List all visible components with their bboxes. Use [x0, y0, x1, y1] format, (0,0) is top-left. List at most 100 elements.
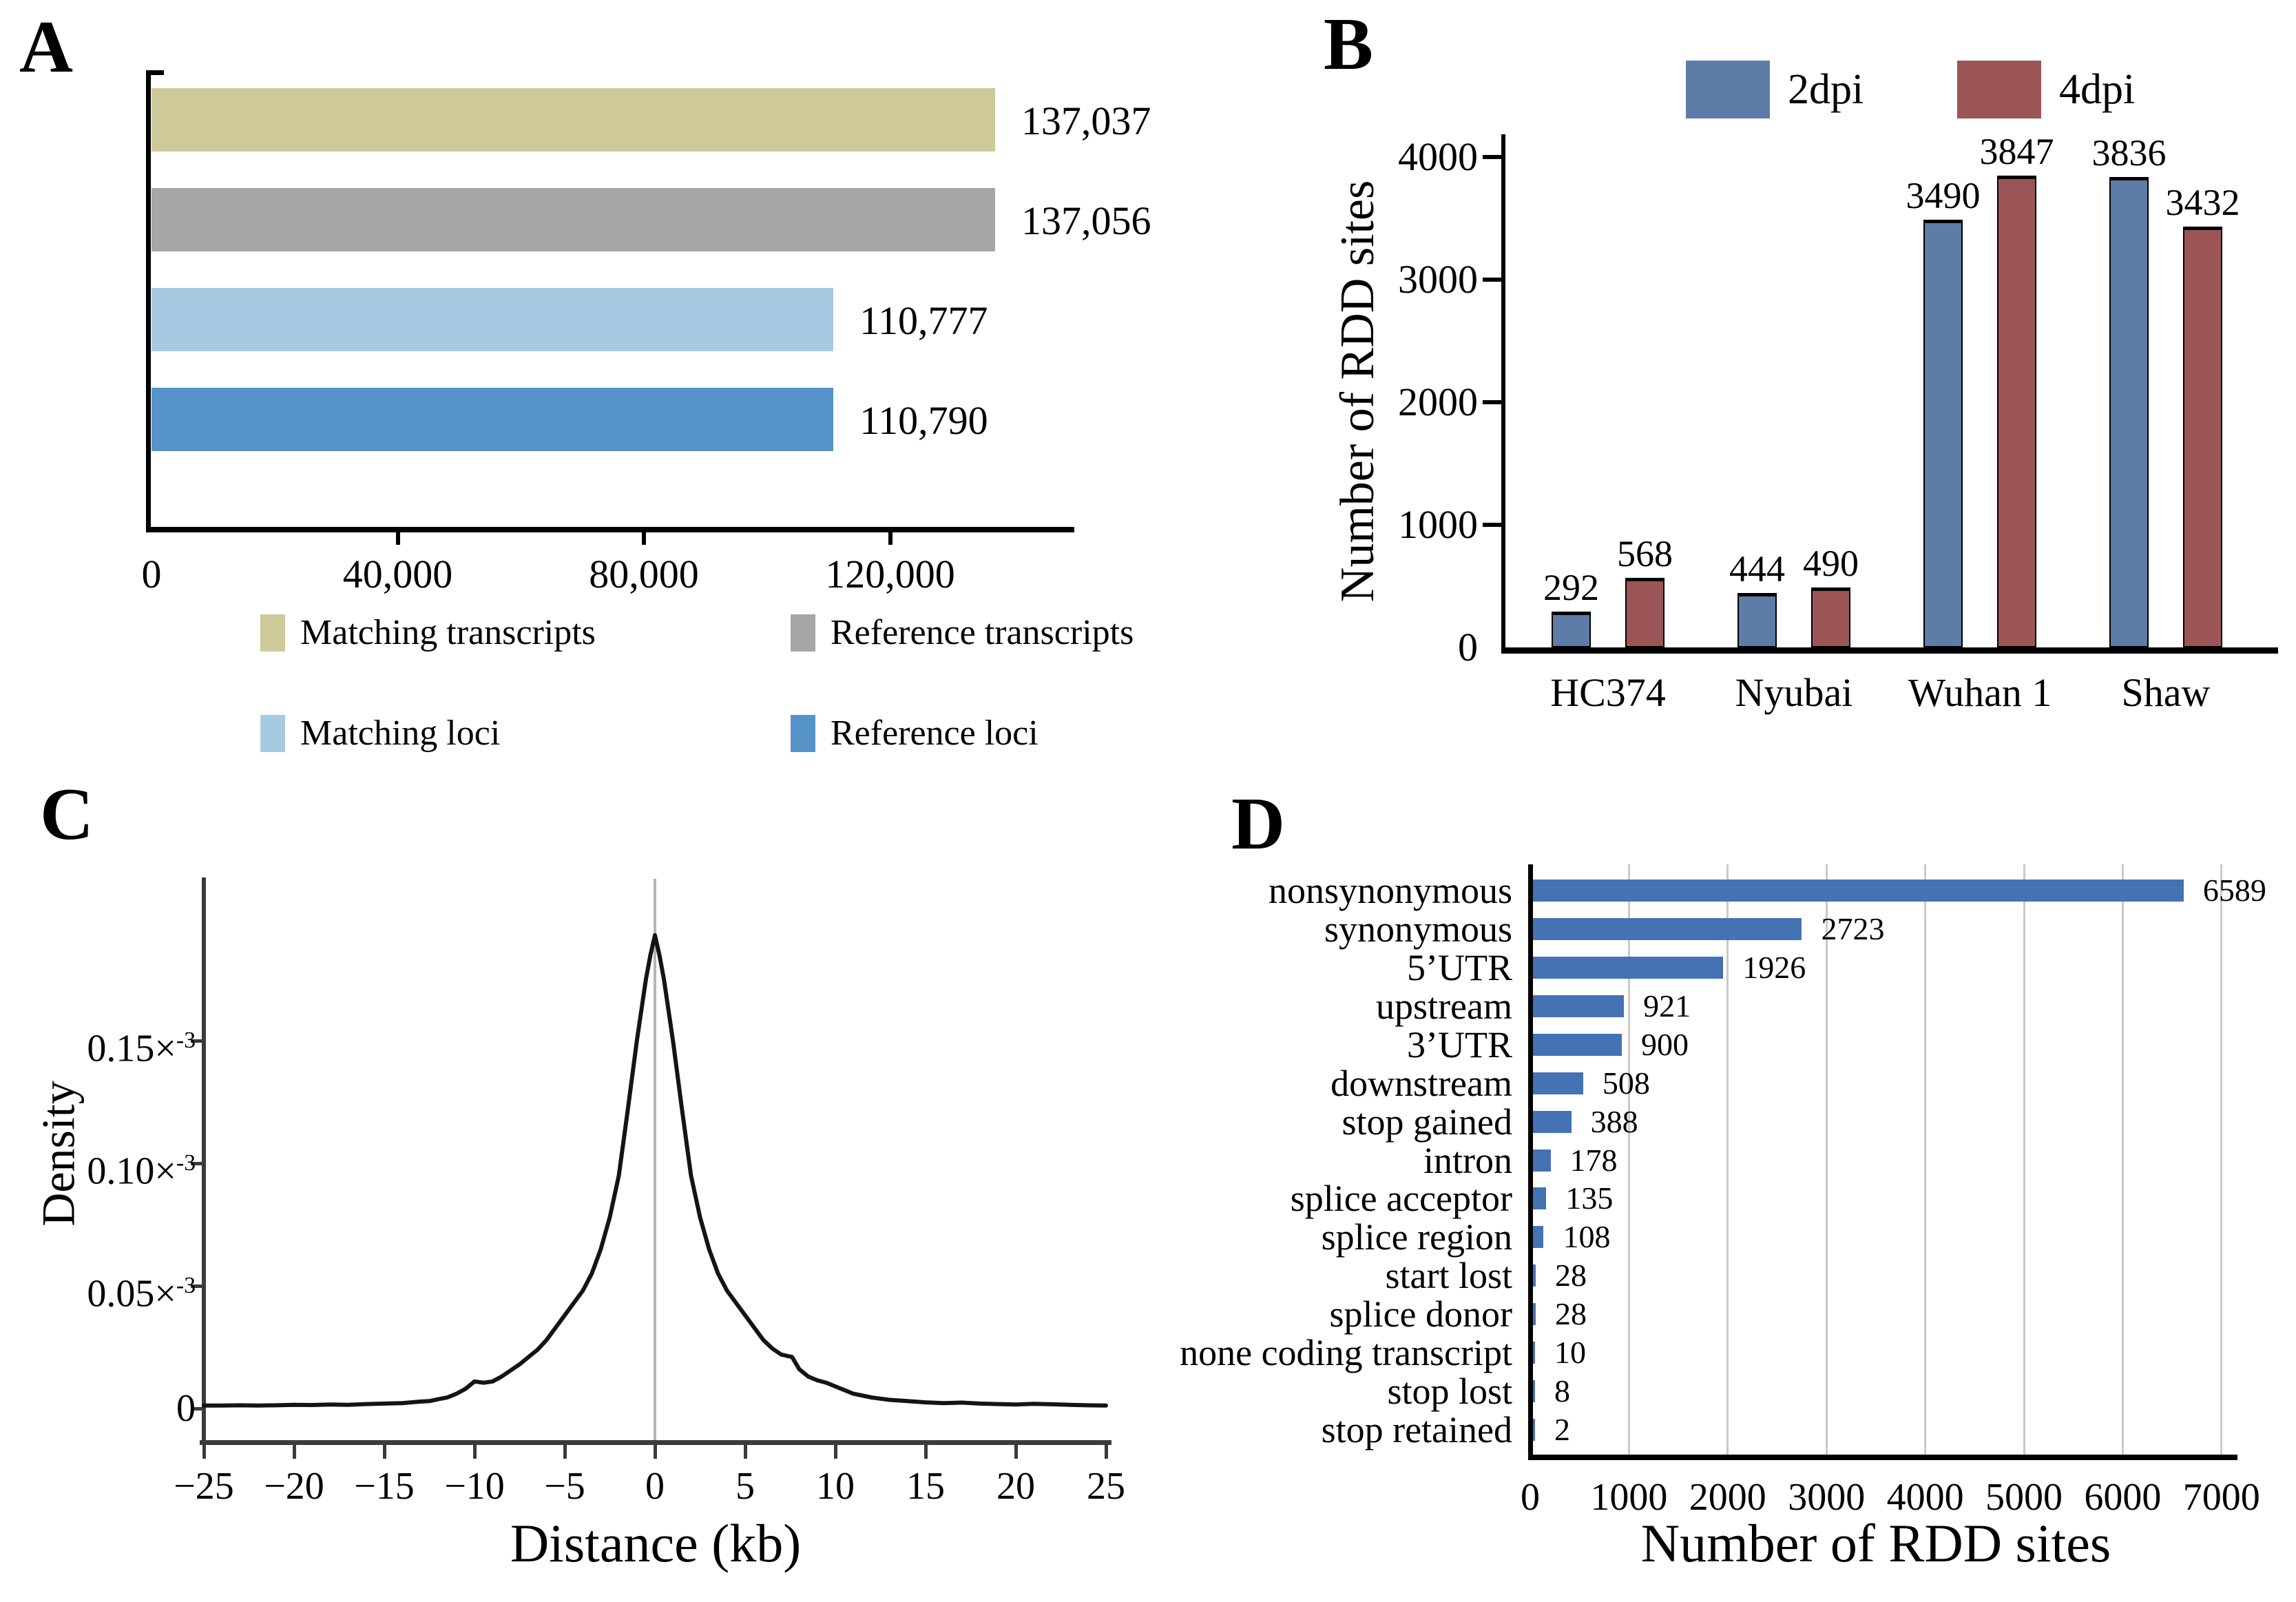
value-label: 2	[1554, 1412, 1570, 1448]
b-y-axis	[1501, 134, 1505, 653]
axis-tick	[191, 1284, 202, 1288]
axis-tick	[191, 1161, 202, 1165]
panel-a-label: A	[19, 6, 73, 88]
legend-swatch-4dpi	[1957, 61, 2041, 118]
axis-tick	[202, 1445, 206, 1459]
a-x-axis	[146, 527, 1074, 532]
value-label: 444	[1729, 548, 1785, 590]
value-label: 2723	[1821, 911, 1885, 946]
d-y-axis	[1528, 864, 1533, 1459]
value-label: 8	[1554, 1373, 1570, 1409]
bar	[152, 388, 834, 451]
axis-tick-label: 4000	[1886, 1476, 1964, 1519]
axis-tick-label: 0.05×-3	[87, 1272, 196, 1315]
bar	[152, 88, 995, 152]
bar	[1533, 1226, 1544, 1249]
bar	[1533, 1342, 1535, 1364]
axis-tick-label: −20	[264, 1465, 324, 1508]
category-label: nonsynonymous	[1268, 870, 1512, 911]
category-label: splice region	[1321, 1216, 1512, 1258]
axis-tick-label: 15	[906, 1465, 945, 1508]
c-y-axis	[202, 877, 206, 1444]
value-label: 3432	[2165, 182, 2240, 224]
category-label: stop retained	[1321, 1409, 1512, 1451]
axis-tick	[191, 1039, 202, 1043]
b-x-axis	[1501, 647, 2278, 654]
axis-tick-label: 3000	[1788, 1476, 1866, 1519]
axis-tick-label: −15	[354, 1465, 415, 1508]
bar	[2183, 227, 2222, 647]
axis-tick-label: 2000	[1398, 379, 1478, 424]
axis-tick-label: 0	[141, 552, 162, 596]
axis-tick-label: 4000	[1398, 134, 1478, 179]
axis-tick-label: 6000	[2084, 1476, 2162, 1519]
bar	[1533, 1110, 1572, 1133]
axis-tick	[1483, 523, 1501, 527]
axis-tick	[1483, 278, 1501, 282]
axis-tick	[472, 1445, 477, 1459]
panel-b-label: B	[1324, 3, 1374, 85]
value-label: 10	[1554, 1335, 1586, 1371]
axis-tick-label: 3000	[1398, 257, 1478, 302]
bar	[1533, 1303, 1536, 1326]
gridline	[1726, 864, 1729, 1455]
bar	[152, 288, 834, 351]
legend-label: 2dpi	[1788, 66, 1864, 113]
category-label: start lost	[1385, 1255, 1513, 1297]
bar	[1533, 1419, 1535, 1442]
value-label: 6589	[2202, 873, 2266, 908]
category-label: stop gained	[1342, 1101, 1512, 1143]
axis-tick-label: −10	[444, 1465, 505, 1508]
axis-tick-label: 20	[996, 1465, 1035, 1508]
axis-tick-label: 5000	[1985, 1476, 2063, 1519]
gridline	[2023, 864, 2025, 1455]
category-label: splice acceptor	[1290, 1178, 1512, 1220]
legend-label: Matching loci	[300, 714, 501, 753]
legend-label: Reference loci	[831, 714, 1039, 753]
value-label: 921	[1643, 988, 1691, 1023]
bar	[1533, 956, 1724, 979]
bar	[1533, 880, 2184, 902]
bar	[1737, 592, 1777, 647]
gridline	[2220, 864, 2223, 1455]
bar	[152, 188, 995, 251]
value-label: 137,037	[1021, 98, 1151, 143]
axis-tick-label: 7000	[2182, 1476, 2260, 1519]
axis-tick	[1104, 1445, 1108, 1459]
value-label: 508	[1602, 1065, 1650, 1101]
axis-tick-label: 0.10×-3	[87, 1150, 196, 1193]
axis-tick-label: 1000	[1398, 502, 1478, 547]
category-label: synonymous	[1324, 908, 1512, 950]
axis-tick-label: 120,000	[825, 552, 955, 596]
axis-tick-label: 25	[1087, 1465, 1125, 1508]
bar	[1552, 612, 1591, 647]
panel-d-label: D	[1231, 783, 1285, 865]
bar	[1533, 1033, 1622, 1056]
legend-swatch-reference-transcripts	[791, 614, 815, 652]
axis-tick-label: 0	[176, 1387, 196, 1430]
legend-swatch-2dpi	[1686, 61, 1770, 118]
axis-tick-label: −25	[174, 1465, 234, 1508]
legend-label: Matching transcripts	[300, 613, 596, 652]
axis-tick	[292, 1445, 296, 1459]
category-label: 3’UTR	[1407, 1023, 1512, 1065]
category-label: upstream	[1376, 985, 1512, 1027]
legend-swatch-matching-transcripts	[260, 614, 285, 652]
value-label: 110,790	[859, 398, 988, 443]
c-x-axis-title: Distance (kb)	[510, 1513, 802, 1573]
bar	[1997, 176, 2036, 647]
bar	[1533, 995, 1625, 1017]
axis-tick	[191, 1406, 202, 1411]
axis-tick-label: 40,000	[342, 552, 453, 596]
axis-tick-label: 0.15×-3	[87, 1027, 196, 1070]
axis-tick	[1014, 1445, 1018, 1459]
category-label: stop lost	[1387, 1371, 1512, 1413]
value-label: 178	[1569, 1142, 1618, 1178]
value-label: 1926	[1742, 949, 1806, 985]
bar	[1533, 917, 1802, 940]
category-label: none coding transcript	[1180, 1332, 1512, 1374]
legend-label: Reference transcripts	[831, 613, 1134, 652]
value-label: 3490	[1906, 174, 1981, 216]
axis-tick	[395, 528, 400, 545]
bar	[1625, 577, 1664, 647]
